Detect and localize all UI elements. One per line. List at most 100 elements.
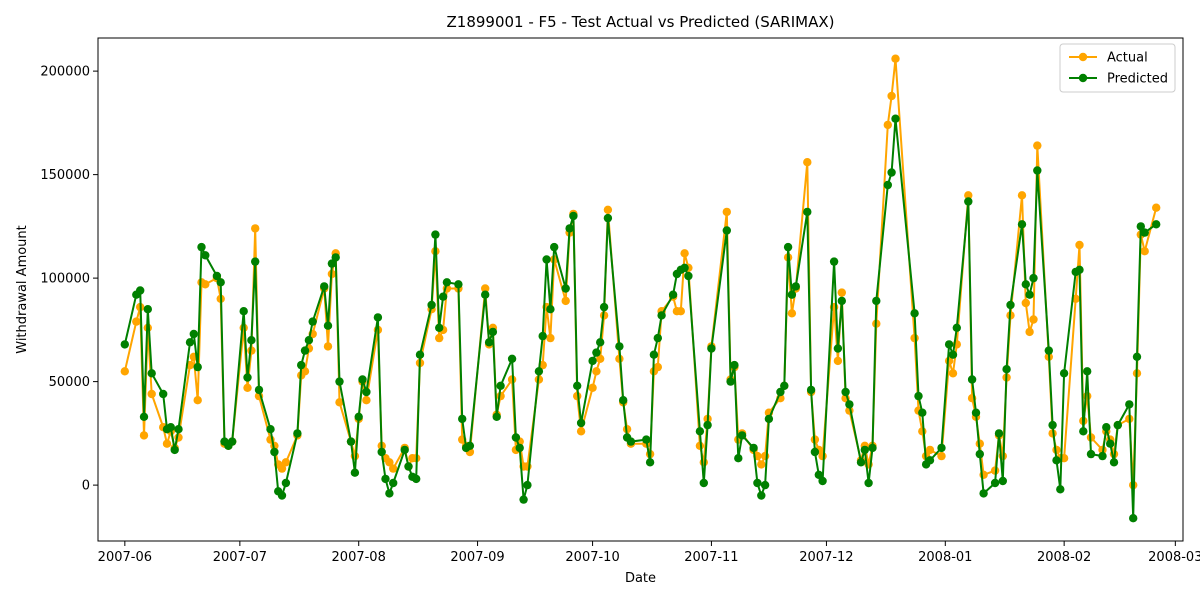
data-point-predicted bbox=[534, 367, 544, 376]
data-point-predicted bbox=[385, 489, 394, 498]
data-point-predicted bbox=[404, 462, 413, 471]
data-point-predicted bbox=[1140, 228, 1149, 237]
data-point-predicted bbox=[550, 242, 559, 252]
data-point-actual bbox=[1017, 191, 1027, 200]
data-point-predicted bbox=[1136, 222, 1146, 231]
data-point-predicted bbox=[626, 437, 636, 446]
data-point-actual bbox=[676, 307, 685, 316]
y-tick-label: 150000 bbox=[40, 168, 90, 183]
x-tick-label: 2007-06 bbox=[98, 550, 152, 565]
data-point-predicted bbox=[883, 180, 892, 190]
data-point-predicted bbox=[1113, 420, 1123, 430]
data-point-predicted bbox=[1102, 423, 1111, 432]
data-point-predicted bbox=[657, 311, 666, 320]
data-point-predicted bbox=[300, 346, 310, 355]
data-point-predicted bbox=[438, 292, 448, 301]
data-point-predicted bbox=[239, 307, 248, 316]
data-point-actual bbox=[243, 383, 252, 392]
data-point-actual bbox=[937, 451, 946, 461]
data-point-predicted bbox=[1129, 514, 1138, 523]
chart-title: Z1899001 - F5 - Test Actual vs Predicted… bbox=[447, 13, 835, 31]
data-point-predicted bbox=[228, 437, 237, 446]
x-tick-label: 2008-01 bbox=[918, 550, 972, 565]
data-point-predicted bbox=[136, 286, 145, 295]
data-point-predicted bbox=[1033, 166, 1042, 175]
data-point-predicted bbox=[703, 420, 712, 430]
data-point-predicted bbox=[189, 329, 198, 339]
data-point-predicted bbox=[837, 296, 846, 306]
data-point-actual bbox=[362, 396, 371, 405]
data-point-predicted bbox=[864, 478, 873, 488]
data-point-predicted bbox=[964, 197, 973, 206]
data-point-predicted bbox=[120, 340, 129, 349]
data-point-predicted bbox=[507, 354, 517, 363]
data-point-predicted bbox=[465, 441, 475, 450]
data-point-actual bbox=[887, 91, 896, 101]
data-point-predicted bbox=[427, 300, 436, 310]
data-point-actual bbox=[1025, 327, 1034, 337]
data-point-predicted bbox=[412, 474, 421, 484]
data-point-predicted bbox=[1086, 449, 1096, 459]
data-point-actual bbox=[653, 362, 662, 372]
data-point-predicted bbox=[170, 445, 179, 455]
legend-label-predicted: Predicted bbox=[1107, 72, 1168, 87]
data-point-predicted bbox=[243, 373, 252, 382]
data-point-predicted bbox=[944, 340, 954, 349]
data-point-actual bbox=[803, 158, 812, 167]
data-point-predicted bbox=[860, 445, 869, 455]
data-point-actual bbox=[760, 451, 770, 461]
data-point-predicted bbox=[707, 344, 716, 353]
data-point-predicted bbox=[914, 391, 923, 401]
y-tick-label: 200000 bbox=[40, 65, 90, 80]
data-point-actual bbox=[323, 342, 333, 351]
data-point-actual bbox=[925, 445, 935, 455]
x-axis-label: Date bbox=[625, 571, 656, 586]
data-point-actual bbox=[603, 205, 613, 214]
data-point-predicted bbox=[680, 263, 689, 272]
data-point-actual bbox=[1083, 391, 1092, 401]
data-point-predicted bbox=[523, 480, 532, 490]
data-point-predicted bbox=[592, 348, 601, 357]
data-point-actual bbox=[335, 398, 344, 407]
data-point-predicted bbox=[833, 344, 843, 353]
series-line-predicted bbox=[123, 118, 1157, 519]
data-point-predicted bbox=[373, 313, 383, 322]
data-point-predicted bbox=[841, 387, 850, 397]
data-point-actual bbox=[132, 317, 141, 326]
data-point-predicted bbox=[400, 445, 409, 455]
data-point-predicted bbox=[1044, 346, 1054, 355]
data-point-predicted bbox=[511, 433, 521, 442]
y-tick-label: 50000 bbox=[49, 375, 90, 390]
data-point-predicted bbox=[845, 400, 854, 409]
plot-area: 2007-06 2007-07 2007-08 2007-09 2007-10 2007-… bbox=[40, 37, 1200, 565]
data-point-actual bbox=[481, 284, 490, 293]
data-point-predicted bbox=[454, 280, 463, 289]
data-point-predicted bbox=[201, 251, 210, 260]
data-point-actual bbox=[385, 458, 394, 467]
data-point-actual bbox=[147, 389, 156, 399]
data-point-predicted bbox=[496, 381, 505, 390]
data-point-predicted bbox=[308, 317, 317, 326]
data-point-actual bbox=[592, 367, 601, 376]
data-point-predicted bbox=[546, 305, 555, 314]
data-point-actual bbox=[699, 458, 708, 467]
data-point-predicted bbox=[1079, 427, 1088, 436]
data-point-predicted bbox=[764, 414, 774, 424]
data-point-predicted bbox=[948, 350, 958, 359]
data-point-predicted bbox=[918, 408, 927, 417]
data-point-predicted bbox=[760, 480, 770, 490]
data-point-predicted bbox=[1021, 280, 1030, 289]
data-point-actual bbox=[1033, 141, 1042, 150]
data-point-predicted bbox=[358, 375, 367, 384]
data-point-predicted bbox=[791, 282, 800, 291]
data-point-predicted bbox=[277, 491, 287, 500]
data-point-predicted bbox=[619, 396, 628, 405]
data-point-predicted bbox=[197, 242, 206, 252]
y-tick-label: 100000 bbox=[40, 272, 90, 287]
x-tick-label: 2007-12 bbox=[799, 550, 853, 565]
data-point-predicted bbox=[415, 350, 425, 359]
data-point-predicted bbox=[787, 290, 797, 299]
data-point-predicted bbox=[174, 425, 183, 434]
data-point-predicted bbox=[377, 447, 386, 457]
